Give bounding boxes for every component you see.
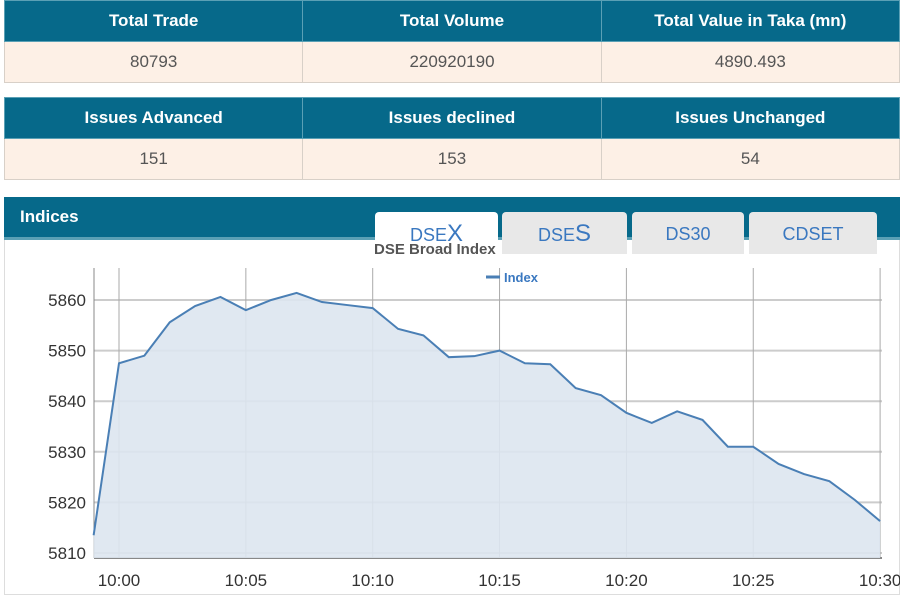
- y-tick-label: 5820: [48, 493, 86, 512]
- tab-label: DSE: [409, 225, 447, 245]
- series-area: [93, 292, 881, 558]
- header-total-trade: Total Trade: [3, 0, 304, 42]
- tab-label: DSE: [537, 225, 575, 245]
- issues-declined-value: 153: [302, 138, 602, 180]
- chart-title: DSE Broad Index: [374, 241, 496, 258]
- issues-unchanged-value: 54: [600, 138, 900, 180]
- y-tick-label: 5830: [48, 443, 86, 462]
- tab-dses[interactable]: DSES: [502, 212, 627, 254]
- x-tick-label: 10:30: [859, 571, 900, 590]
- y-tick-label: 5860: [48, 291, 86, 310]
- tab-ds30[interactable]: DS30: [632, 212, 744, 254]
- tab-label: CDSET: [782, 224, 844, 244]
- x-tick-label: 10:25: [732, 571, 775, 590]
- header-issues-unchanged: Issues Unchanged: [600, 97, 900, 139]
- tab-label-suffix: X: [447, 220, 464, 247]
- tab-label: DS30: [665, 224, 711, 244]
- total-trade-value: 80793: [3, 41, 304, 83]
- y-tick-label: 5840: [48, 392, 86, 411]
- y-tick-label: 5810: [48, 544, 86, 563]
- series-line-index: [92, 291, 881, 536]
- total-volume-value: 220920190: [302, 41, 602, 83]
- header-issues-declined: Issues declined: [302, 97, 602, 139]
- x-tick-label: 10:00: [98, 571, 141, 590]
- tab-dsex[interactable]: DSEX: [375, 212, 498, 254]
- x-tick-label: 10:10: [351, 571, 394, 590]
- tab-cdset[interactable]: CDSET: [749, 212, 877, 254]
- total-value-taka: 4890.493: [600, 41, 900, 83]
- header-issues-advanced: Issues Advanced: [3, 97, 304, 139]
- tab-label-suffix: S: [575, 220, 592, 247]
- x-tick-label: 10:05: [225, 571, 268, 590]
- x-tick-label: 10:20: [605, 571, 648, 590]
- issues-advanced-value: 151: [3, 138, 304, 180]
- x-tick-label: 10:15: [478, 571, 521, 590]
- market-summary-table: Total Trade Total Volume Total Value in Ta…: [3, 0, 900, 83]
- y-tick-label: 5850: [48, 342, 86, 361]
- indices-title: Indices: [20, 207, 79, 226]
- issues-table: Issues Advanced Issues declined Issues Unc…: [3, 97, 900, 180]
- legend-label: Index: [504, 270, 539, 285]
